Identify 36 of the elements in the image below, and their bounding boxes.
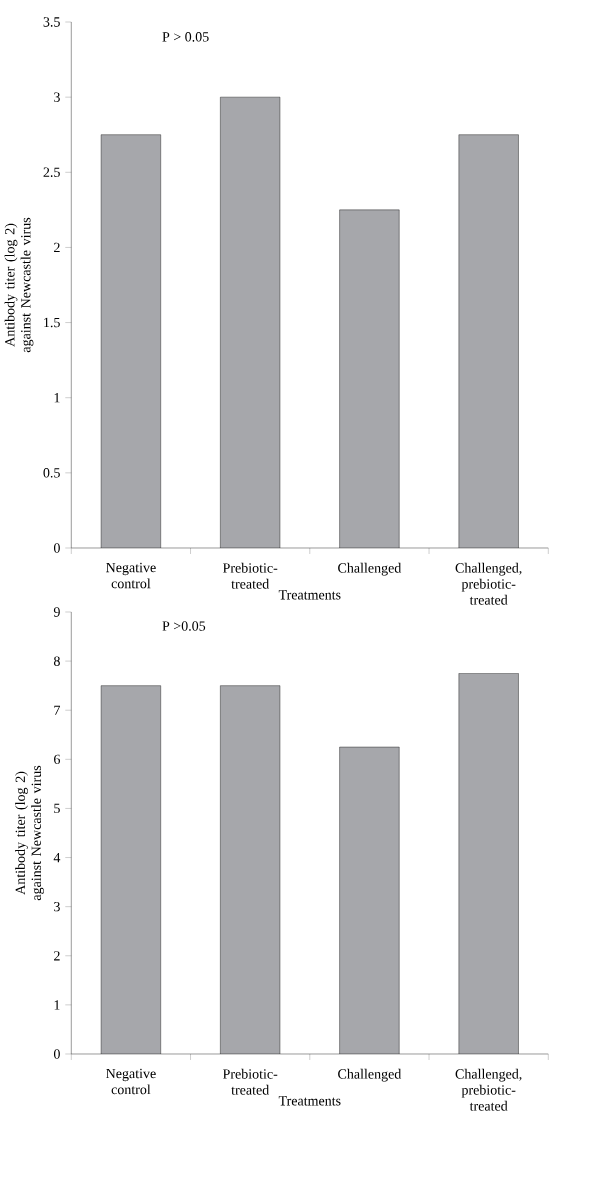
y-tick-label: 9 [53, 607, 60, 617]
x-tick-label: Challenged [338, 1068, 402, 1082]
y-tick-label: 5 [54, 803, 60, 814]
x-tick-label: Negative control [106, 562, 156, 589]
bar [220, 97, 281, 548]
y-tick-label: 7 [54, 705, 61, 715]
y-tick-label: 2.5 [43, 167, 60, 178]
y-tick-label: 1 [54, 1000, 60, 1010]
y-tick-label: 1 [54, 393, 60, 403]
y-tick-label: 8 [54, 656, 60, 666]
y-tick-label: 3 [54, 92, 60, 102]
y-tick-label: 6 [54, 754, 61, 765]
bar [458, 134, 519, 548]
y-tick-label: 2 [54, 242, 60, 253]
bar [101, 134, 161, 548]
x-axis-title: Treatments [278, 1096, 341, 1106]
x-tick-label: Negative control [106, 1068, 156, 1095]
y-tick-label: 3 [54, 901, 60, 912]
x-tick-label: Prebiotic-treated [223, 562, 278, 589]
bar [339, 209, 400, 548]
annotation: P >0.05 [162, 621, 206, 631]
y-axis-title: Antibody titer (log 2) against Newcastle virus [4, 217, 34, 353]
x-axis-title: Treatments [278, 590, 341, 600]
y-tick-label: 0.5 [43, 468, 60, 478]
x-tick-label: Challenged, prebiotic-treated [455, 1068, 522, 1111]
x-tick-label: Challenged [338, 562, 402, 576]
y-tick-label: 1.5 [44, 317, 60, 328]
y-tick-label: 4 [53, 852, 61, 863]
y-tick-label: 3.5 [43, 17, 60, 27]
y-tick-label: 0 [54, 543, 60, 553]
annotation: P > 0.05 [162, 32, 209, 42]
y-axis-title: Antibody titer (log 2) against Newcastle virus [15, 765, 44, 901]
y-tick-label: 2 [54, 951, 60, 961]
y-tick-label: 0 [54, 1049, 60, 1059]
x-tick-label: Prebiotic-treated [223, 1068, 278, 1095]
x-tick-label: Challenged, prebiotic-treated [455, 562, 522, 605]
